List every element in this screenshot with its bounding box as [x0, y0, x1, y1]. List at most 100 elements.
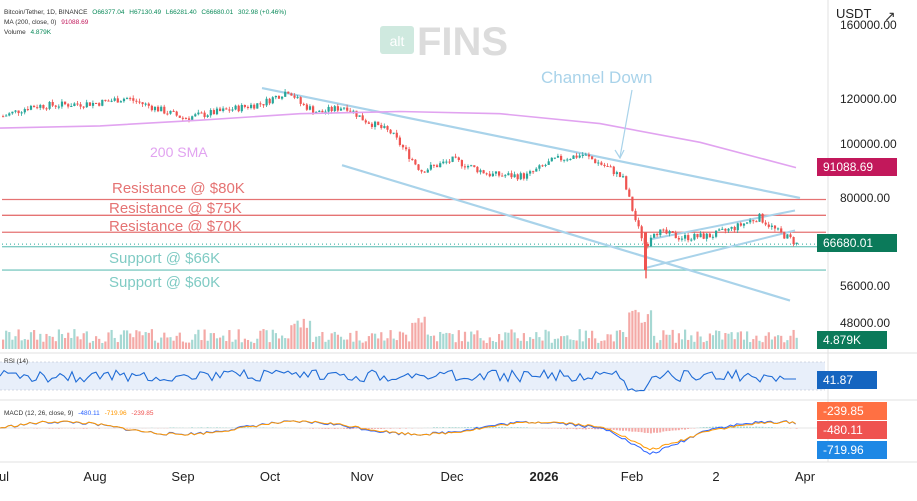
candle	[355, 110, 358, 117]
volume-bar	[206, 340, 209, 349]
volume-bar	[237, 329, 240, 349]
macd-hist-bar	[525, 427, 528, 428]
ma-label: MA (200, close, 0)	[4, 19, 57, 26]
candle	[240, 104, 243, 112]
volume-bar	[718, 331, 721, 349]
volume-bar	[318, 336, 321, 349]
sma-badge: 91088.69	[817, 158, 897, 176]
volume-bar	[119, 334, 122, 349]
candle	[519, 173, 522, 180]
volume-bar	[76, 336, 79, 349]
volume-bar	[600, 340, 603, 349]
candle	[448, 161, 451, 163]
candle	[696, 233, 699, 238]
candle	[178, 115, 181, 118]
volume-bar	[352, 341, 355, 349]
volume-bar	[343, 339, 346, 349]
candle	[268, 98, 271, 104]
volume-bar	[609, 334, 612, 349]
candle	[612, 166, 615, 175]
candle	[48, 101, 51, 109]
candle	[70, 106, 73, 108]
candle	[541, 165, 544, 167]
candle	[45, 108, 48, 110]
candle	[662, 229, 665, 231]
candle	[773, 225, 777, 229]
candle	[401, 144, 405, 148]
volume-bar	[563, 336, 566, 349]
volume-bar	[640, 322, 643, 349]
volume-bar	[739, 331, 742, 349]
volume-bar	[29, 332, 33, 349]
volume-bar	[355, 330, 358, 349]
candle	[718, 229, 721, 231]
candle	[615, 172, 618, 175]
macd-hist-bar	[687, 428, 690, 429]
candle	[476, 166, 479, 173]
volume-bar	[569, 339, 572, 349]
candle	[318, 110, 321, 112]
volume-bar	[370, 333, 374, 349]
macd-hist-bar	[172, 427, 175, 428]
candle	[259, 103, 262, 105]
candle	[194, 114, 197, 117]
volume-bar	[659, 340, 662, 349]
macd-hist-bar	[569, 428, 572, 429]
volume-bar	[389, 330, 392, 349]
channel-down-label: Channel Down	[541, 68, 653, 87]
candle	[281, 96, 284, 99]
candle	[265, 98, 268, 106]
volume-bar	[8, 332, 11, 349]
macd-hist-bar	[513, 427, 516, 428]
volume-bar	[488, 337, 491, 349]
volume-bar	[643, 321, 646, 349]
macd-hist-bar	[764, 427, 767, 428]
macd-hist-badge: -239.85	[817, 402, 887, 420]
candle	[507, 173, 510, 176]
volume-bar	[513, 332, 516, 349]
volume-bar	[135, 330, 138, 349]
macd-hist-bar	[711, 426, 714, 428]
macd-hist-bar	[383, 428, 386, 429]
macd-hist-bar	[653, 428, 655, 433]
macd-hist-bar	[677, 428, 680, 431]
channel-upper-line	[261, 86, 801, 200]
macd-hist-bar	[584, 428, 587, 430]
macd-hist-bar	[206, 427, 209, 428]
candle	[163, 106, 166, 114]
volume-bar	[423, 316, 426, 349]
candle	[339, 108, 343, 111]
volume-bar	[773, 336, 777, 349]
macd-val-signal: -719.96	[104, 410, 127, 417]
volume-bar	[584, 330, 587, 349]
macd-hist-bar	[578, 428, 581, 429]
candle	[547, 161, 550, 165]
volume-bar	[556, 338, 560, 349]
rsi-label: RSI (14)	[4, 358, 28, 365]
volume-bar	[566, 335, 569, 349]
channel-arrow-head	[614, 149, 625, 160]
macd-pane	[0, 0, 917, 463]
candle	[104, 99, 107, 101]
candle	[73, 103, 76, 107]
candle	[60, 101, 64, 107]
volume-bar	[653, 335, 656, 349]
candle	[708, 233, 711, 238]
candle	[777, 228, 780, 230]
sma-layer	[0, 110, 797, 169]
macd-hist-bar	[761, 426, 764, 428]
volume-bar	[764, 335, 767, 349]
candle	[436, 165, 439, 168]
candle	[184, 117, 188, 119]
candle	[426, 169, 429, 173]
macd-hist-bar	[587, 428, 590, 429]
volume-bar	[113, 337, 116, 349]
expand-icon[interactable]: ↗	[884, 8, 896, 24]
candle	[2, 116, 5, 118]
volume-bar	[26, 339, 29, 349]
volume-bar	[225, 341, 228, 349]
candle	[126, 98, 129, 100]
candle	[327, 106, 330, 112]
candle	[445, 161, 448, 163]
volume-bar	[64, 337, 67, 349]
